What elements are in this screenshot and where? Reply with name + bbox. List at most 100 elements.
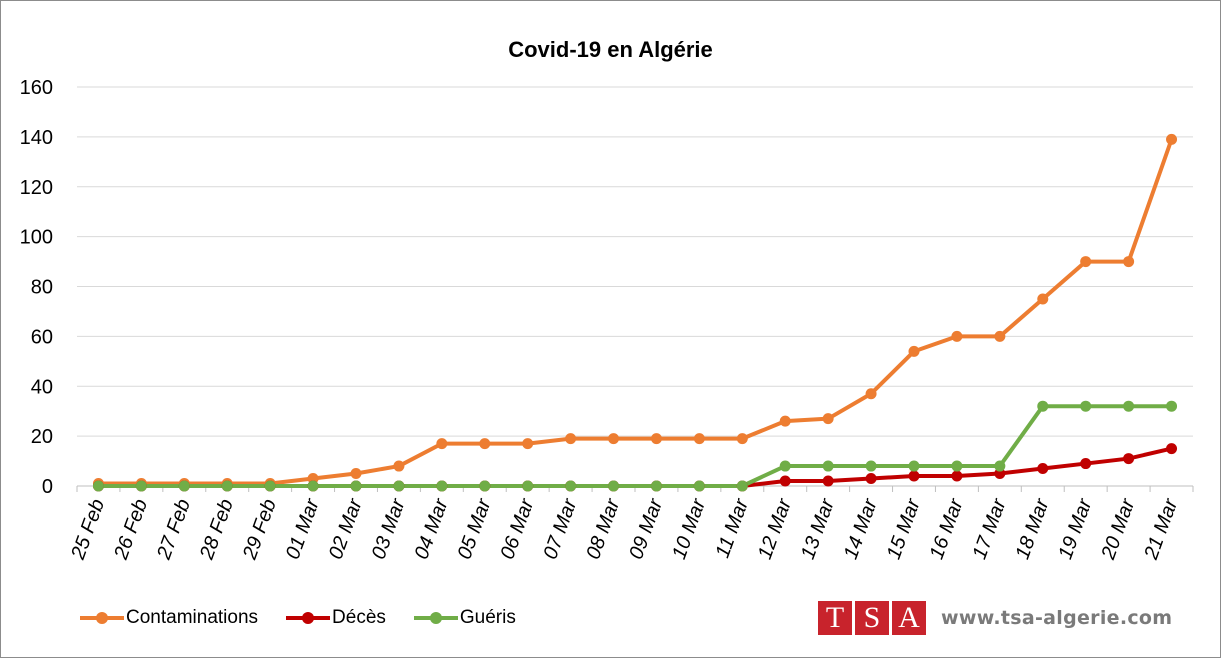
data-point-gueris[interactable]: [822, 460, 834, 472]
data-point-gueris[interactable]: [608, 480, 620, 492]
x-tick-label: 03 Mar: [368, 495, 410, 562]
data-point-deces[interactable]: [822, 475, 834, 487]
data-point-gueris[interactable]: [436, 480, 448, 492]
brand-logo-letter-a: A: [892, 601, 926, 635]
gridlines: [77, 86, 1193, 437]
x-tick-label: 17 Mar: [969, 495, 1011, 562]
x-tick-label: 08 Mar: [582, 495, 624, 562]
data-point-deces[interactable]: [865, 473, 877, 485]
data-point-gueris[interactable]: [1080, 400, 1092, 412]
data-point-contaminations[interactable]: [1166, 133, 1178, 145]
y-axis-ticks: 0 20 40 60 80 100 120 140 160: [20, 77, 53, 498]
data-point-gueris[interactable]: [522, 480, 534, 492]
data-point-gueris[interactable]: [1166, 400, 1178, 412]
x-tick-label: 04 Mar: [411, 495, 453, 562]
data-point-contaminations[interactable]: [908, 345, 920, 357]
x-tick-label: 06 Mar: [496, 495, 538, 562]
legend-swatch-gueris: [413, 608, 458, 628]
data-point-contaminations[interactable]: [608, 433, 620, 445]
y-tick-label: 100: [20, 227, 53, 249]
y-tick-label: 20: [31, 426, 53, 448]
data-point-gueris[interactable]: [951, 460, 963, 472]
data-point-contaminations[interactable]: [350, 468, 362, 480]
legend: Contaminations Décès Guéris: [80, 603, 544, 633]
data-point-contaminations[interactable]: [736, 433, 748, 445]
data-point-gueris[interactable]: [693, 480, 705, 492]
legend-item-deces[interactable]: Décès: [286, 607, 386, 629]
x-tick-label: 15 Mar: [883, 495, 925, 562]
x-tick-label: 20 Mar: [1097, 495, 1140, 563]
y-tick-label: 0: [42, 476, 53, 498]
data-point-gueris[interactable]: [350, 480, 362, 492]
data-point-gueris[interactable]: [736, 480, 748, 492]
data-point-deces[interactable]: [1166, 443, 1178, 455]
data-point-contaminations[interactable]: [1080, 256, 1092, 268]
legend-label-gueris: Guéris: [459, 607, 516, 628]
data-point-gueris[interactable]: [1123, 400, 1135, 412]
data-point-deces[interactable]: [1037, 463, 1049, 475]
data-point-gueris[interactable]: [479, 480, 491, 492]
brand-logo-letter-t: T: [818, 601, 852, 635]
data-point-contaminations[interactable]: [479, 438, 491, 450]
data-point-gueris[interactable]: [865, 460, 877, 472]
x-tick-label: 26 Feb: [110, 496, 152, 563]
data-point-gueris[interactable]: [92, 480, 104, 492]
y-tick-label: 60: [31, 326, 53, 348]
data-point-deces[interactable]: [1123, 453, 1135, 465]
data-point-gueris[interactable]: [1037, 400, 1049, 412]
data-point-deces[interactable]: [779, 475, 791, 487]
data-point-gueris[interactable]: [650, 480, 662, 492]
legend-item-contaminations[interactable]: Contaminations: [80, 607, 258, 629]
y-tick-label: 160: [20, 77, 53, 99]
x-tick-label: 28 Feb: [196, 496, 238, 563]
y-tick-label: 140: [20, 127, 53, 149]
data-point-gueris[interactable]: [178, 480, 190, 492]
data-point-contaminations[interactable]: [650, 433, 662, 445]
brand-url: www.tsa-algerie.com: [941, 607, 1173, 629]
data-point-gueris[interactable]: [908, 460, 920, 472]
series-line-gueris: [96, 404, 1174, 488]
data-point-contaminations[interactable]: [994, 330, 1006, 342]
data-point-contaminations[interactable]: [1123, 256, 1135, 268]
legend-item-gueris[interactable]: Guéris: [413, 607, 516, 629]
x-tick-label: 14 Mar: [840, 495, 882, 562]
data-point-deces[interactable]: [908, 470, 920, 482]
x-tick-label: 09 Mar: [625, 495, 667, 562]
x-axis-ticks: 25 Feb 26 Feb 27 Feb 28 Feb 29 Feb 01 Mar 02 M…: [67, 486, 1194, 563]
legend-label-contaminations: Contaminations: [126, 607, 259, 628]
x-tick-label: 01 Mar: [282, 495, 324, 562]
data-point-contaminations[interactable]: [522, 438, 534, 450]
brand-logo-letter-s: S: [855, 601, 889, 635]
data-point-contaminations[interactable]: [393, 460, 405, 472]
x-tick-label: 12 Mar: [754, 495, 796, 562]
data-point-deces[interactable]: [1080, 458, 1092, 470]
data-point-gueris[interactable]: [135, 480, 147, 492]
data-point-gueris[interactable]: [264, 480, 276, 492]
data-point-contaminations[interactable]: [693, 433, 705, 445]
x-tick-label: 05 Mar: [454, 495, 496, 562]
data-point-gueris[interactable]: [565, 480, 577, 492]
data-point-gueris[interactable]: [779, 460, 791, 472]
data-point-contaminations[interactable]: [1037, 293, 1049, 305]
y-tick-label: 80: [31, 277, 53, 299]
y-tick-label: 120: [20, 177, 53, 199]
data-point-contaminations[interactable]: [865, 388, 877, 400]
data-point-contaminations[interactable]: [951, 330, 963, 342]
series-line-contaminations: [96, 137, 1174, 486]
legend-swatch-deces: [286, 608, 331, 628]
x-tick-label: 07 Mar: [539, 495, 581, 562]
series-points: [92, 133, 1178, 492]
data-point-gueris[interactable]: [307, 480, 319, 492]
data-point-gueris[interactable]: [393, 480, 405, 492]
x-tick-label: 19 Mar: [1054, 495, 1096, 562]
data-point-contaminations[interactable]: [436, 438, 448, 450]
data-point-contaminations[interactable]: [822, 413, 834, 425]
data-point-deces[interactable]: [951, 470, 963, 482]
data-point-gueris[interactable]: [994, 460, 1006, 472]
data-point-contaminations[interactable]: [779, 415, 791, 427]
data-point-gueris[interactable]: [221, 480, 233, 492]
x-tick-label: 21 Mar: [1140, 495, 1183, 563]
data-point-contaminations[interactable]: [565, 433, 577, 445]
chart-title: Covid-19 en Algérie: [508, 37, 713, 62]
